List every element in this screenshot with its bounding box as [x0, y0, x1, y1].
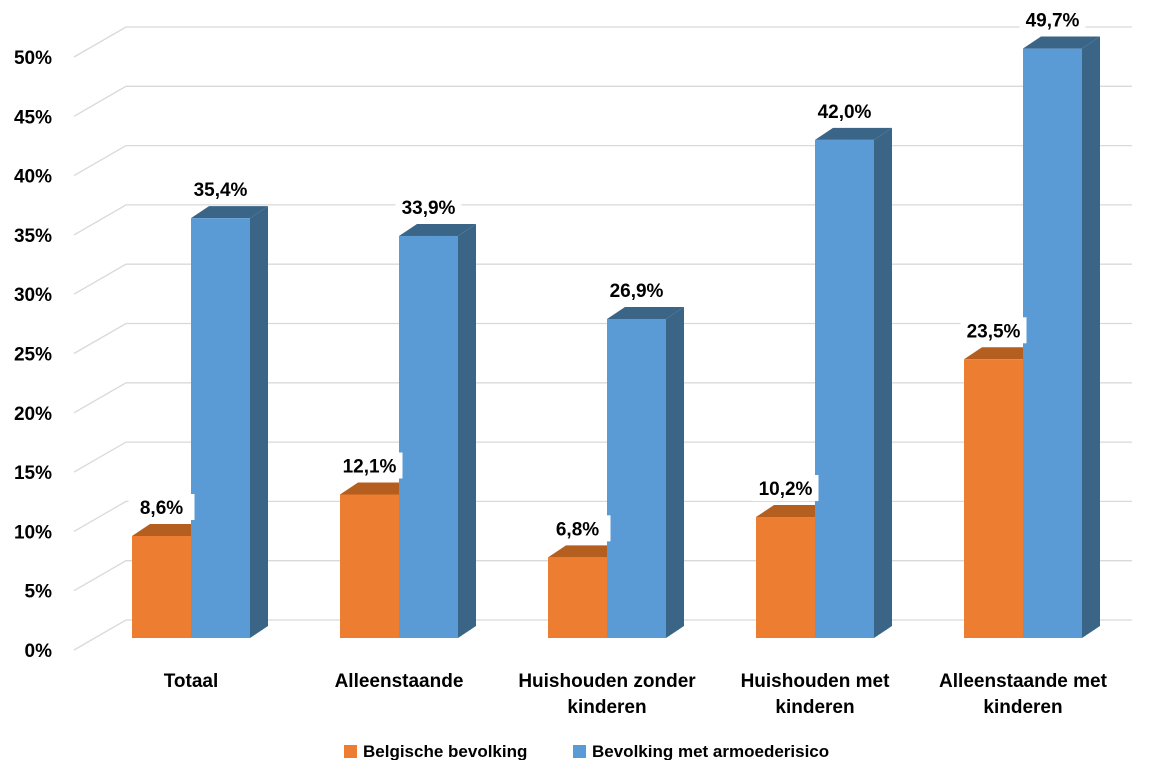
bar — [132, 536, 191, 638]
bar-side — [666, 306, 684, 638]
gridline — [73, 144, 1132, 177]
y-tick-label: 0% — [25, 641, 53, 662]
legend-swatch — [573, 745, 586, 758]
data-label-background — [128, 494, 195, 521]
data-label: 35,4% — [194, 180, 248, 201]
bar — [1023, 48, 1082, 639]
x-category-label: kinderen — [567, 697, 646, 718]
y-axis-tick-labels: 0% 5% 10% 15% 20% 25% 30% 35% 40% 45% 50% — [14, 48, 52, 662]
data-label: 8,6% — [140, 498, 183, 519]
bar-top — [1023, 36, 1100, 49]
bar — [756, 517, 815, 638]
y-tick-label: 45% — [14, 107, 52, 128]
gridline — [73, 441, 1132, 473]
legend: Belgische bevolking Bevolking met armoede… — [344, 742, 829, 761]
y-tick-label: 10% — [14, 522, 52, 543]
bar — [964, 359, 1023, 638]
y-tick-label: 15% — [14, 463, 52, 484]
bar-top — [132, 524, 209, 537]
data-label-background — [336, 452, 403, 479]
data-label-background — [544, 515, 611, 542]
legend-swatch — [344, 745, 357, 758]
x-category-label: kinderen — [983, 697, 1062, 718]
y-tick-label: 20% — [14, 404, 52, 425]
x-category-label: Alleenstaande — [335, 671, 464, 692]
data-label-background — [1019, 6, 1086, 33]
data-label: 33,9% — [402, 198, 456, 219]
y-tick-label: 30% — [14, 285, 52, 306]
data-label-background — [752, 475, 819, 502]
data-label-background — [603, 276, 670, 303]
data-label-background — [811, 97, 878, 124]
y-tick-label: 25% — [14, 345, 52, 366]
bar-side — [250, 206, 268, 638]
bar — [548, 557, 607, 638]
data-label: 10,2% — [759, 479, 813, 500]
gridline — [73, 85, 1132, 117]
y-tick-label: 40% — [14, 167, 52, 188]
bar — [815, 139, 874, 638]
data-label: 12,1% — [343, 456, 397, 477]
gridline — [73, 322, 1132, 355]
bar-side — [874, 127, 892, 638]
bar-top — [340, 482, 417, 495]
data-label-background — [960, 317, 1027, 344]
x-category-label: kinderen — [775, 697, 854, 718]
data-label: 42,0% — [818, 102, 872, 123]
bar-side — [458, 223, 476, 639]
x-category-label: Alleenstaande met — [939, 671, 1108, 692]
bar — [340, 494, 399, 638]
bar — [191, 218, 250, 638]
y-tick-label: 5% — [25, 582, 53, 603]
bar — [399, 235, 458, 639]
gridline — [73, 26, 1132, 58]
data-label-background — [395, 193, 462, 220]
bar — [607, 318, 666, 638]
data-label: 26,9% — [610, 281, 664, 302]
data-labels: 8,6% 35,4% 12,1% 33,9% 6,8% 26,9% 10,2% 42,0% 23… — [128, 6, 1086, 542]
bar-side — [1082, 36, 1100, 639]
x-category-label: Huishouden met — [741, 671, 891, 692]
bar-top — [815, 127, 892, 140]
gridline — [73, 204, 1132, 236]
gridlines — [73, 26, 1132, 651]
bar-top — [548, 545, 625, 558]
data-label-background — [187, 176, 254, 203]
legend-label: Bevolking met armoederisico — [592, 742, 829, 760]
bar-top — [607, 306, 684, 319]
x-category-label: Totaal — [164, 671, 219, 692]
gridline — [73, 500, 1132, 532]
bar-top — [964, 347, 1041, 360]
bars — [132, 36, 1100, 639]
bar-top — [399, 223, 476, 236]
data-label: 23,5% — [967, 321, 1021, 342]
data-label: 6,8% — [556, 519, 599, 540]
gridline — [73, 263, 1132, 295]
x-axis-category-labels: Totaal Alleenstaande Huishouden zonder kind… — [164, 671, 1108, 718]
bar-top — [191, 206, 268, 219]
gridline — [73, 382, 1132, 414]
y-tick-label: 50% — [14, 48, 52, 69]
y-tick-label: 35% — [14, 226, 52, 247]
x-category-label: Huishouden zonder — [518, 671, 696, 692]
legend-label: Belgische bevolking — [363, 742, 527, 760]
data-label: 49,7% — [1026, 11, 1080, 32]
bar-top — [756, 505, 833, 518]
